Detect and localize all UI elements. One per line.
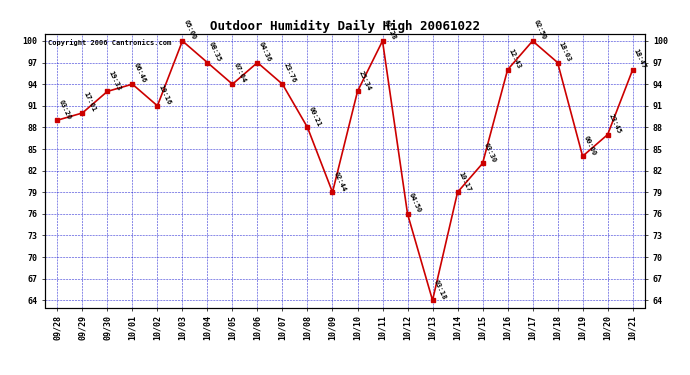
Text: 06:46: 06:46 xyxy=(132,62,147,84)
Text: 12:43: 12:43 xyxy=(508,48,522,70)
Text: 18:03: 18:03 xyxy=(558,41,572,63)
Text: 04:50: 04:50 xyxy=(408,192,422,214)
Text: 02:50: 02:50 xyxy=(533,19,547,41)
Text: 02:28: 02:28 xyxy=(382,19,397,41)
Text: 17:01: 17:01 xyxy=(82,91,97,113)
Text: 23:45: 23:45 xyxy=(608,113,622,135)
Text: 10:17: 10:17 xyxy=(457,171,472,192)
Text: 08:35: 08:35 xyxy=(208,41,222,63)
Text: 18:47: 18:47 xyxy=(633,48,647,70)
Text: 03:20: 03:20 xyxy=(57,98,72,120)
Text: 23:76: 23:76 xyxy=(282,62,297,84)
Text: 19:33: 19:33 xyxy=(108,70,122,92)
Text: 03:18: 03:18 xyxy=(433,279,447,300)
Text: 00:00: 00:00 xyxy=(582,134,597,156)
Text: 25:34: 25:34 xyxy=(357,70,372,92)
Text: 05:00: 05:00 xyxy=(182,19,197,41)
Text: Copyright 2006 Cantronics.com: Copyright 2006 Cantronics.com xyxy=(48,39,171,46)
Text: 03:30: 03:30 xyxy=(482,142,497,164)
Text: 00:21: 00:21 xyxy=(308,106,322,128)
Text: 19:16: 19:16 xyxy=(157,84,172,106)
Title: Outdoor Humidity Daily High 20061022: Outdoor Humidity Daily High 20061022 xyxy=(210,20,480,33)
Text: 04:36: 04:36 xyxy=(257,41,272,63)
Text: 07:04: 07:04 xyxy=(233,62,247,84)
Text: 02:44: 02:44 xyxy=(333,171,347,192)
